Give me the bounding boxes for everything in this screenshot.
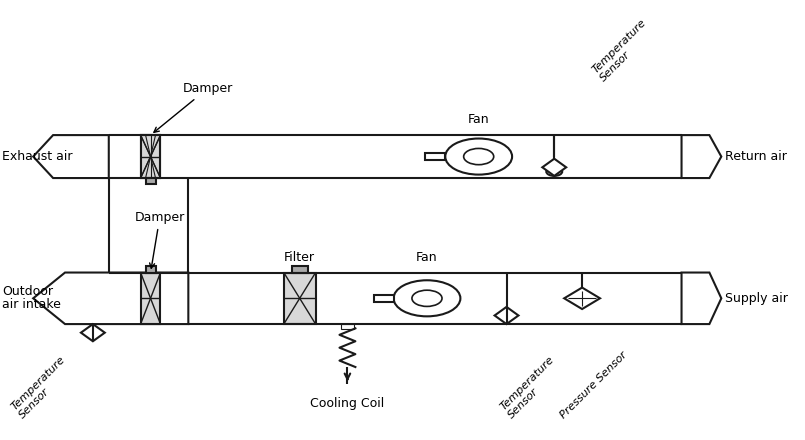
- Polygon shape: [146, 266, 155, 272]
- Text: Exhaust air: Exhaust air: [2, 150, 72, 163]
- Text: Fan: Fan: [468, 114, 489, 126]
- Circle shape: [412, 290, 442, 306]
- Circle shape: [445, 139, 512, 175]
- Polygon shape: [543, 159, 566, 176]
- Text: Fan: Fan: [416, 251, 438, 264]
- Text: Supply air: Supply air: [725, 292, 788, 305]
- Polygon shape: [374, 295, 394, 302]
- Polygon shape: [141, 135, 160, 178]
- Polygon shape: [141, 135, 160, 178]
- Polygon shape: [291, 266, 308, 272]
- Polygon shape: [284, 272, 316, 324]
- Polygon shape: [564, 288, 600, 309]
- Text: Temperature
Sensor: Temperature Sensor: [498, 354, 564, 420]
- Circle shape: [547, 167, 562, 176]
- Polygon shape: [33, 272, 188, 324]
- Text: Damper: Damper: [154, 82, 233, 132]
- Circle shape: [394, 280, 460, 316]
- Text: Return air: Return air: [725, 150, 787, 163]
- Text: air intake: air intake: [2, 298, 61, 311]
- Text: Temperature
Sensor: Temperature Sensor: [10, 354, 75, 420]
- Polygon shape: [141, 272, 160, 324]
- Text: Damper: Damper: [134, 211, 185, 268]
- Polygon shape: [33, 135, 109, 178]
- Polygon shape: [425, 153, 445, 160]
- Polygon shape: [341, 324, 353, 329]
- Text: Filter: Filter: [284, 251, 316, 264]
- Circle shape: [464, 148, 493, 165]
- Polygon shape: [682, 135, 721, 178]
- Text: Cooling Coil: Cooling Coil: [310, 397, 385, 410]
- Text: Outdoor: Outdoor: [2, 286, 53, 298]
- Polygon shape: [146, 178, 155, 184]
- Polygon shape: [682, 272, 721, 324]
- Text: Pressure Sensor: Pressure Sensor: [558, 350, 629, 421]
- Text: Temperature
Sensor: Temperature Sensor: [590, 18, 656, 84]
- Polygon shape: [81, 324, 105, 341]
- Polygon shape: [494, 307, 518, 324]
